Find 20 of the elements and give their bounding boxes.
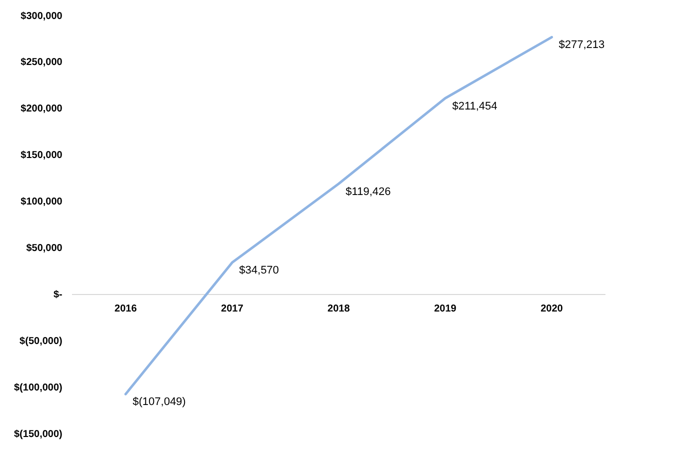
y-tick-label: $(100,000): [14, 382, 62, 394]
data-label: $34,570: [239, 264, 279, 277]
x-tick-label: 2017: [221, 303, 244, 314]
data-label: $(107,049): [132, 396, 186, 408]
y-tick-label: $50,000: [26, 242, 63, 254]
y-tick-label: $(150,000): [14, 428, 62, 440]
y-tick-label: $150,000: [20, 150, 63, 162]
y-tick-label: $200,000: [20, 104, 63, 115]
y-tick-label: $100,000: [20, 196, 63, 208]
x-tick-label: 2020: [540, 303, 564, 314]
y-tick-label: $-: [53, 289, 62, 300]
x-tick-label: 2018: [328, 303, 350, 314]
x-tick-label: 2016: [114, 303, 138, 314]
data-label: $119,426: [346, 186, 391, 198]
data-label: $211,454: [452, 100, 498, 112]
y-tick-label: $250,000: [20, 57, 63, 68]
y-tick-label: $300,000: [20, 10, 63, 22]
x-tick-label: 2019: [434, 303, 457, 314]
y-tick-label: $(50,000): [20, 336, 62, 347]
data-label: $277,213: [558, 39, 605, 52]
